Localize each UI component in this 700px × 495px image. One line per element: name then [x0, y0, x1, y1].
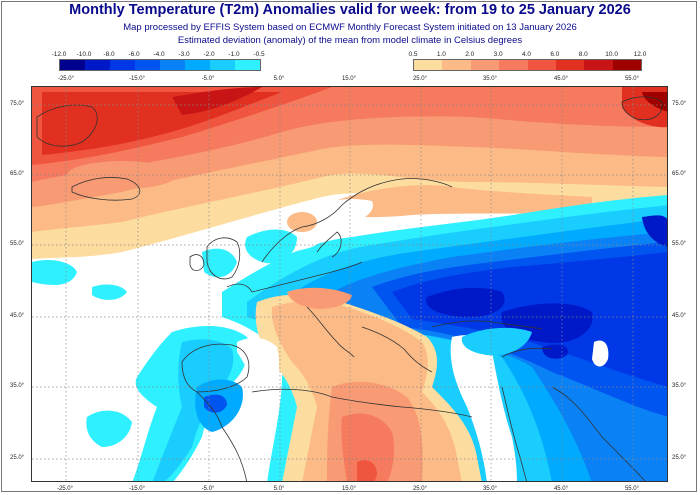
map-title: Monthly Temperature (T2m) Anomalies vali…	[69, 2, 631, 18]
colorbar-cold	[59, 59, 261, 71]
colorbar-label: 1.0	[436, 51, 446, 58]
colorbar-label: 3.0	[493, 51, 503, 58]
colorbar-label: -4.0	[153, 51, 165, 58]
lat-tick-left: 55.0°	[10, 241, 25, 247]
lon-tick: 35.0°	[482, 486, 498, 492]
lon-tick: -5.0°	[201, 486, 215, 492]
lat-tick-left: 65.0°	[10, 171, 25, 177]
colorbar-segment	[110, 60, 135, 70]
colorbar-sub-label: 45.0°	[553, 76, 569, 82]
colorbar-label: -3.0	[178, 51, 190, 58]
colorbar-segment	[584, 60, 613, 70]
colorbar-label: -0.5	[253, 51, 265, 58]
colorbar-segment	[85, 60, 110, 70]
colorbar-label: 8.0	[578, 51, 588, 58]
colorbar-sub-label: 35.0°	[482, 76, 498, 82]
colorbar-label: 12.0	[633, 51, 647, 58]
lon-tick: 15.0°	[341, 486, 357, 492]
lat-tick-left: 45.0°	[10, 313, 25, 319]
lat-tick-left: 35.0°	[10, 383, 25, 389]
lon-tick: 55.0°	[624, 486, 640, 492]
lat-tick-right: 55.0°	[672, 241, 687, 247]
lon-tick: -25.0°	[56, 486, 74, 492]
colorbar-label: -2.0	[203, 51, 215, 58]
lat-tick-right: 35.0°	[672, 383, 687, 389]
lat-tick-left: 25.0°	[10, 455, 25, 461]
colorbar-label: -8.0	[103, 51, 115, 58]
colorbar-segment	[414, 60, 443, 70]
lat-tick-left: 75.0°	[10, 101, 25, 107]
colorbar-label: 0.5	[408, 51, 418, 58]
colorbar-sub-label: 25.0°	[412, 76, 428, 82]
lon-tick: 25.0°	[412, 486, 428, 492]
colorbar-sub-label: -15.0°	[128, 76, 146, 82]
lon-tick: 5.0°	[273, 486, 285, 492]
colorbar-warm	[413, 59, 642, 71]
colorbar-label: 2.0	[465, 51, 475, 58]
colorbar-segment	[499, 60, 528, 70]
colorbar-segment	[442, 60, 471, 70]
colorbar-sub-label: 55.0°	[624, 76, 640, 82]
colorbar-label: 10.0	[605, 51, 618, 58]
colorbar-label: -10.0	[76, 51, 92, 58]
colorbar-label: -12.0	[51, 51, 67, 58]
colorbar-segment	[235, 60, 260, 70]
colorbar-segment	[60, 60, 85, 70]
colorbar-sub-label: -5.0°	[201, 76, 215, 82]
colorbar-sub-label: 5.0°	[273, 76, 285, 82]
lat-tick-right: 65.0°	[672, 171, 687, 177]
lat-tick-right: 45.0°	[672, 313, 687, 319]
map-description: Estimated deviation (anomaly) of the mea…	[177, 35, 523, 46]
colorbar-segment	[160, 60, 185, 70]
lon-tick: 45.0°	[553, 486, 569, 492]
colorbar-segment	[135, 60, 160, 70]
lat-tick-right: 75.0°	[672, 101, 687, 107]
colorbar-segment	[612, 60, 641, 70]
lon-tick: -15.0°	[128, 486, 146, 492]
colorbar-sub-label: -25.0°	[57, 76, 75, 82]
colorbar-label: 4.0	[521, 51, 532, 58]
colorbar-segment	[470, 60, 500, 70]
colorbar-label: 6.0	[550, 51, 560, 58]
anomaly-map-graphic	[32, 87, 667, 481]
colorbar-segment	[185, 60, 210, 70]
colorbar-segment	[555, 60, 585, 70]
map-subtitle: Map processed by EFFIS System based on E…	[123, 22, 577, 33]
colorbar-label: -6.0	[128, 51, 140, 58]
anomaly-map[interactable]	[31, 86, 668, 482]
colorbar-label: -1.0	[228, 51, 240, 58]
colorbar-segment	[210, 60, 235, 70]
lat-tick-right: 25.0°	[672, 455, 687, 461]
colorbar-segment	[527, 60, 556, 70]
colorbar-sub-label: 15.0°	[341, 76, 357, 82]
